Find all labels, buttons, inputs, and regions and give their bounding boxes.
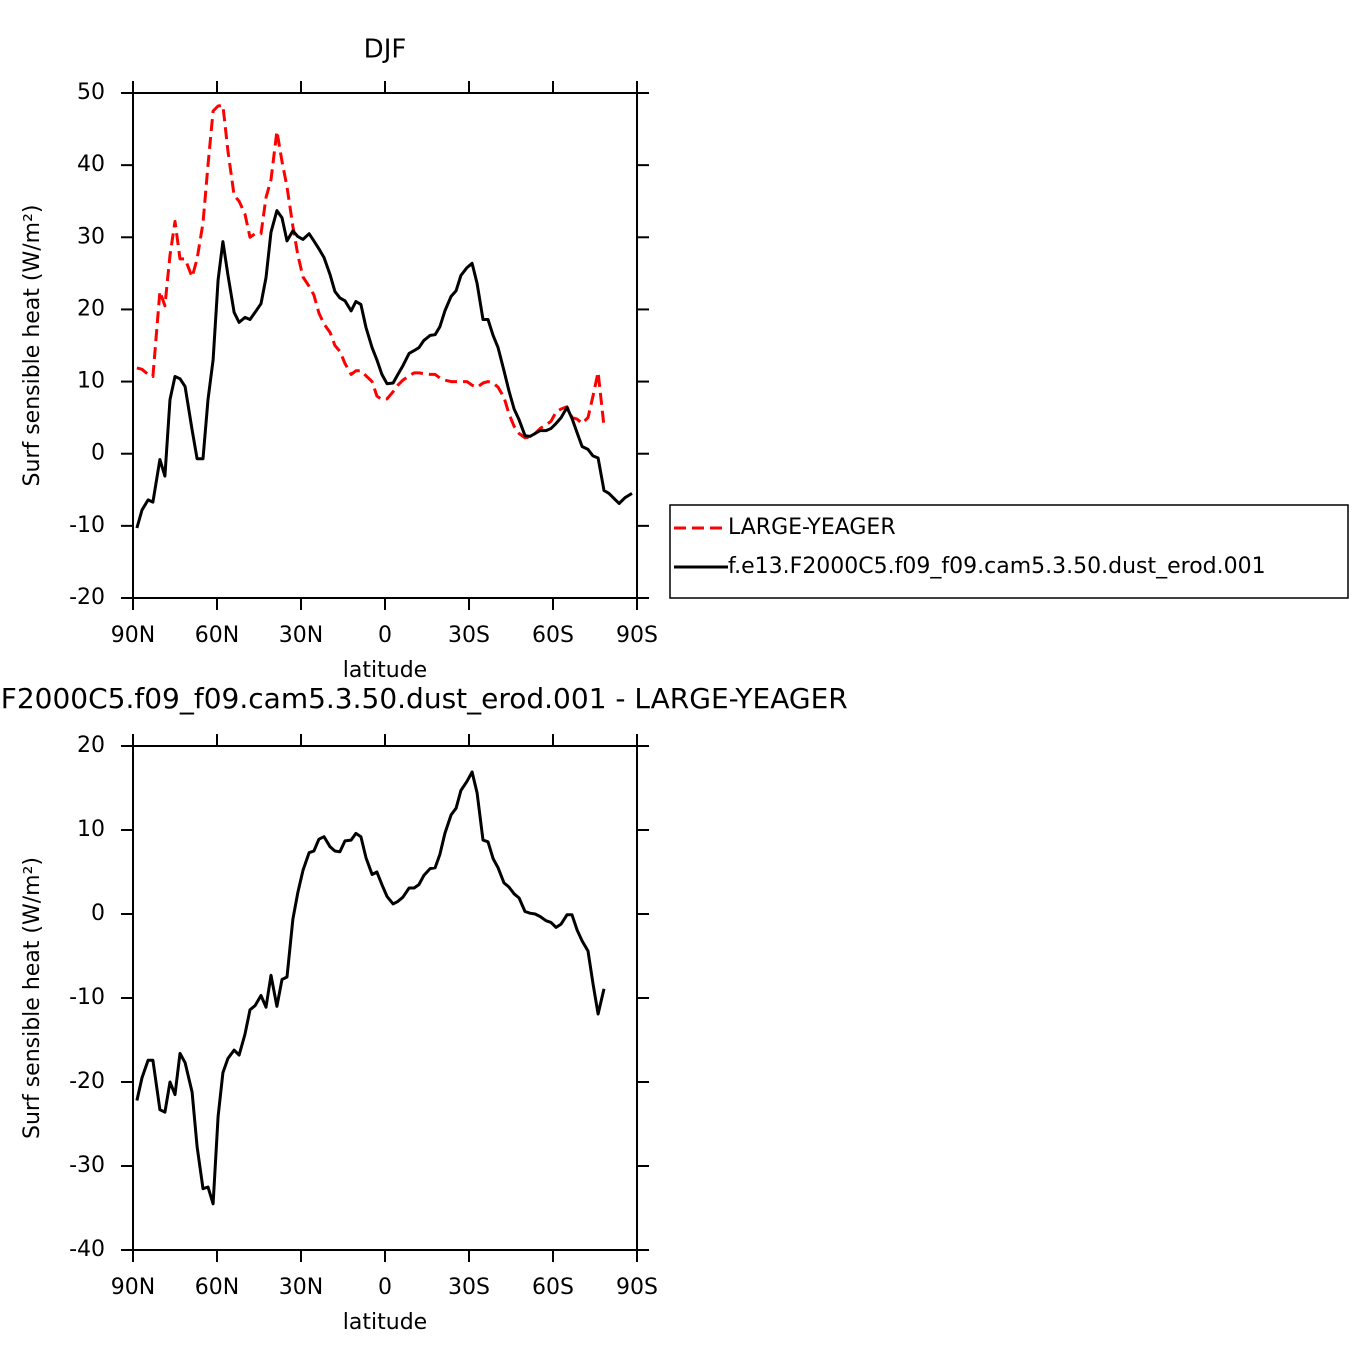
legend-label: LARGE-YEAGER (728, 515, 896, 540)
x-tick-label: 30N (279, 623, 323, 648)
x-tick-label: 30S (448, 1275, 490, 1300)
x-axis-label: latitude (343, 1310, 427, 1335)
y-tick-label: -20 (69, 1069, 105, 1094)
chart-title: DJF (364, 35, 407, 65)
y-tick-label: 0 (91, 901, 105, 926)
data-line (135, 209, 633, 529)
y-tick-label: -40 (69, 1237, 105, 1262)
y-tick-label: 0 (91, 441, 105, 466)
y-tick-label: 40 (77, 152, 105, 177)
y-tick-label: -30 (69, 1153, 105, 1178)
x-tick-label: 0 (378, 623, 392, 648)
x-axis-label: latitude (343, 658, 427, 683)
y-tick-label: 10 (77, 369, 105, 394)
y-tick-label: 10 (77, 817, 105, 842)
plot-frame (132, 92, 638, 599)
x-tick-label: 90S (616, 1275, 658, 1300)
x-tick-label: 0 (378, 1275, 392, 1300)
y-tick-label: -10 (69, 513, 105, 538)
plot-frame (132, 745, 638, 1251)
x-tick-label: 90S (616, 623, 658, 648)
x-tick-label: 90N (111, 623, 155, 648)
data-line (135, 770, 606, 1206)
y-tick-label: -10 (69, 985, 105, 1010)
chart-title: f.e13.F2000C5.f09_f09.cam5.3.50.dust_ero… (0, 682, 848, 715)
x-tick-label: 60S (532, 1275, 574, 1300)
y-tick-label: 20 (77, 733, 105, 758)
y-axis-label: Surf sensible heat (W/m²) (20, 857, 45, 1139)
y-tick-label: 20 (77, 296, 105, 321)
x-tick-label: 30S (448, 623, 490, 648)
y-axis-label: Surf sensible heat (W/m²) (20, 205, 45, 487)
legend-label: f.e13.F2000C5.f09_f09.cam5.3.50.dust_ero… (728, 554, 1266, 579)
y-tick-label: 30 (77, 224, 105, 249)
y-tick-label: -20 (69, 585, 105, 610)
x-tick-label: 30N (279, 1275, 323, 1300)
legend-box (669, 504, 1349, 599)
x-tick-label: 60N (195, 1275, 239, 1300)
x-tick-label: 60N (195, 623, 239, 648)
x-tick-label: 90N (111, 1275, 155, 1300)
data-line (136, 103, 606, 440)
x-tick-label: 60S (532, 623, 574, 648)
y-tick-label: 50 (77, 80, 105, 105)
